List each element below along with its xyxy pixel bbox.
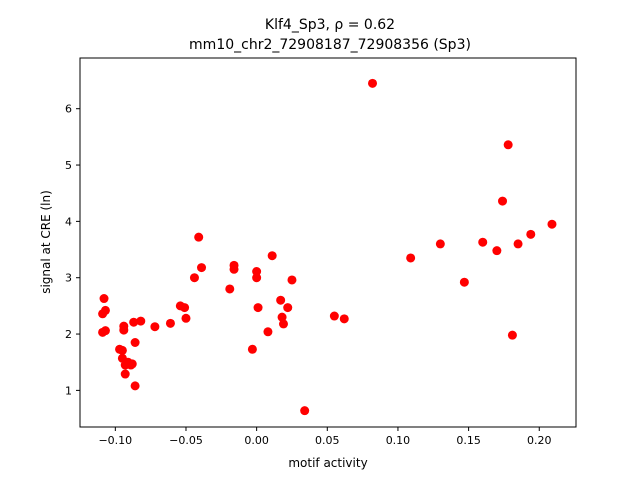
- data-point: [253, 303, 263, 313]
- data-point: [492, 246, 502, 256]
- data-point: [263, 327, 273, 337]
- data-point: [300, 406, 310, 416]
- data-point: [278, 319, 288, 329]
- data-point: [252, 273, 262, 283]
- x-tick-label: 0.20: [527, 434, 552, 447]
- data-point: [229, 264, 239, 274]
- y-tick-label: 4: [65, 215, 72, 228]
- data-point: [150, 322, 160, 332]
- x-tick-label: −0.05: [169, 434, 203, 447]
- data-point: [120, 369, 130, 379]
- x-axis-ticks: −0.10 −0.05 0.00 0.05 0.10 0.15 0.20: [98, 427, 552, 447]
- data-point: [368, 78, 378, 88]
- data-point: [194, 232, 204, 242]
- data-points: [98, 78, 557, 416]
- data-point: [459, 277, 469, 287]
- data-point: [119, 325, 129, 335]
- x-tick-label: 0.00: [244, 434, 269, 447]
- x-tick-label: 0.15: [456, 434, 481, 447]
- chart-title-line1: Klf4_Sp3, ρ = 0.62: [265, 17, 395, 33]
- data-point: [478, 237, 488, 247]
- data-point: [197, 263, 207, 273]
- data-point: [252, 267, 262, 277]
- data-point: [503, 140, 513, 150]
- data-point: [225, 284, 235, 294]
- data-point: [513, 239, 523, 249]
- data-point: [98, 327, 108, 337]
- data-point: [129, 317, 139, 327]
- y-tick-label: 1: [65, 384, 72, 397]
- data-point: [498, 196, 508, 206]
- data-point: [117, 345, 127, 355]
- data-point: [130, 381, 140, 391]
- chart-title-line2: mm10_chr2_72908187_72908356 (Sp3): [189, 37, 471, 53]
- y-tick-label: 6: [65, 103, 72, 116]
- data-point: [180, 303, 190, 313]
- data-point: [136, 316, 146, 326]
- y-tick-label: 3: [65, 272, 72, 285]
- data-point: [547, 219, 557, 229]
- data-point: [98, 309, 108, 319]
- data-point: [120, 360, 130, 370]
- x-tick-label: 0.10: [386, 434, 411, 447]
- data-point: [507, 330, 517, 340]
- data-point: [181, 313, 191, 323]
- data-point: [99, 294, 109, 304]
- data-point: [283, 303, 293, 313]
- data-point: [267, 251, 277, 261]
- y-tick-label: 2: [65, 328, 72, 341]
- data-point: [165, 318, 175, 328]
- x-axis-label: motif activity: [288, 456, 367, 470]
- data-point: [276, 295, 286, 305]
- y-axis-label: signal at CRE (ln): [39, 190, 53, 294]
- y-tick-label: 5: [65, 159, 72, 172]
- data-point: [435, 239, 445, 249]
- data-point: [189, 273, 199, 283]
- data-point: [406, 253, 416, 263]
- y-axis-ticks: 1 2 3 4 5 6: [65, 103, 80, 397]
- plot-frame: [79, 57, 577, 428]
- x-tick-label: 0.05: [315, 434, 340, 447]
- data-point: [277, 312, 287, 322]
- data-point: [287, 275, 297, 285]
- data-point: [329, 311, 339, 321]
- data-point: [339, 314, 349, 324]
- data-point: [130, 337, 140, 347]
- data-point: [247, 344, 257, 354]
- data-point: [526, 229, 536, 239]
- x-tick-label: −0.10: [98, 434, 132, 447]
